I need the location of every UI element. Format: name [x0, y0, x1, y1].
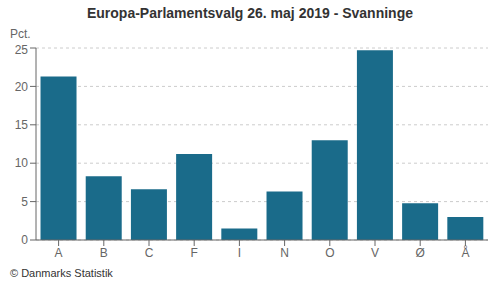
svg-text:B: B — [100, 246, 108, 260]
svg-text:I: I — [238, 246, 241, 260]
svg-text:15: 15 — [15, 118, 29, 132]
svg-text:V: V — [371, 246, 379, 260]
svg-text:10: 10 — [15, 156, 29, 170]
svg-text:A: A — [55, 246, 63, 260]
svg-text:25: 25 — [15, 43, 29, 57]
svg-text:C: C — [145, 246, 154, 260]
svg-text:F: F — [191, 246, 198, 260]
svg-text:20: 20 — [15, 80, 29, 94]
svg-text:O: O — [325, 246, 334, 260]
svg-text:N: N — [280, 246, 289, 260]
svg-text:0: 0 — [21, 233, 28, 247]
svg-text:Ø: Ø — [416, 246, 425, 260]
html-text:Pct.: Pct. — [10, 27, 31, 41]
html-text:© Danmarks Statistik: © Danmarks Statistik — [10, 267, 113, 279]
svg-text:Å: Å — [461, 245, 469, 260]
svg-text:5: 5 — [21, 195, 28, 209]
html-text:Europa-Parlamentsvalg 26. maj: Europa-Parlamentsvalg 26. maj 2019 - Sva… — [87, 5, 413, 21]
